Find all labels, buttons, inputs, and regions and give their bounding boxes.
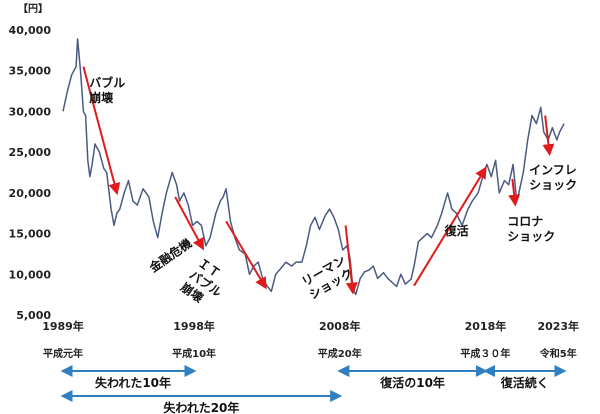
annotation-line: 金融危機 <box>146 235 195 275</box>
annotation-label: バブル崩壊 <box>89 75 125 105</box>
trend-arrows <box>82 66 555 295</box>
period-band-label: 復活の10年 <box>379 375 445 390</box>
annotation-line: コロナ <box>507 214 543 228</box>
period-band-label: 失われた20年 <box>163 400 239 414</box>
trend-arrow <box>174 196 204 251</box>
x-tick-era: 平成10年 <box>172 347 216 360</box>
y-tick-label: 20,000 <box>9 187 52 200</box>
trend-arrow <box>413 166 487 287</box>
y-tick-label: 35,000 <box>9 65 52 78</box>
y-tick-label: 15,000 <box>9 228 52 241</box>
y-axis-unit: 【円】 <box>18 2 48 15</box>
y-axis-ticks: 5,000 10,000 15,000 20,000 25,000 30,000 35,00… <box>9 24 52 322</box>
annotation-label: インフレショック <box>529 163 577 192</box>
y-tick-label: 30,000 <box>9 105 52 118</box>
annotation-label: リーマンショック <box>299 253 355 302</box>
series-line <box>62 38 565 296</box>
trend-arrow <box>508 178 521 207</box>
x-tick-era: 平成20年 <box>318 347 362 360</box>
y-tick-label: 40,000 <box>9 24 52 37</box>
annotation-line: ショック <box>507 229 555 243</box>
x-tick-label: 1989年 <box>42 319 84 333</box>
x-tick-era: 平成３０年 <box>460 347 510 360</box>
period-band-label: 復活続く <box>500 375 549 390</box>
annotation-line: 崩壊 <box>89 90 114 105</box>
annotation-line: バブル <box>89 75 125 90</box>
annotation-line: ショック <box>529 178 577 192</box>
annotation-label: コロナショック <box>507 214 555 243</box>
trend-arrow <box>542 115 555 157</box>
x-tick-label: 2008年 <box>319 319 361 333</box>
trend-arrow <box>344 225 358 295</box>
annotation-label: ＩＴバブル崩壊 <box>178 256 233 313</box>
annotation-label: 復活 <box>444 223 469 238</box>
x-tick-label: 2023年 <box>537 319 579 333</box>
x-tick-label: 2018年 <box>465 319 507 333</box>
annotation-line: インフレ <box>529 163 577 177</box>
series-line-layer <box>62 38 565 296</box>
y-tick-label: 10,000 <box>9 268 52 281</box>
trend-arrow <box>225 220 267 290</box>
x-tick-era: 令和5年 <box>539 347 577 360</box>
trend-arrow <box>82 66 121 196</box>
annotation-label: 金融危機 <box>146 235 195 275</box>
y-tick-label: 25,000 <box>9 146 52 159</box>
period-band-label: 失われた10年 <box>95 375 171 390</box>
x-tick-label: 1998年 <box>173 319 215 333</box>
x-tick-era: 平成元年 <box>43 347 83 360</box>
y-tick-label: 5,000 <box>16 309 51 322</box>
annotation-line: 復活 <box>444 223 469 238</box>
